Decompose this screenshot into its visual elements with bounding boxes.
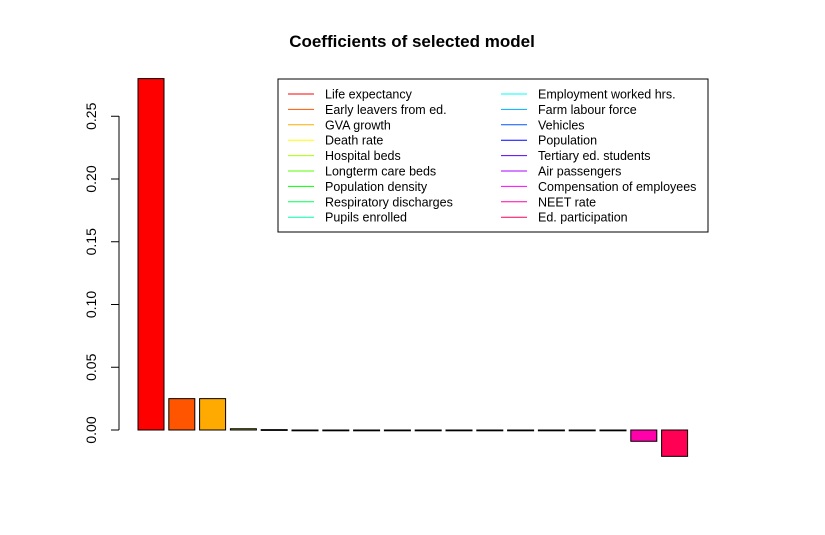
bar <box>507 429 535 432</box>
bar <box>599 429 627 432</box>
bar <box>353 429 381 432</box>
y-axis: 0.00 0.05 0.10 0.15 0.20 0.25 <box>83 102 119 444</box>
y-tick-label: 0.15 <box>83 228 99 255</box>
legend-entry: Compensation of employees <box>538 180 696 194</box>
legend-entry: Hospital beds <box>325 149 401 163</box>
legend-entry: GVA growth <box>325 118 391 132</box>
legend-entry: Population density <box>325 180 428 194</box>
bar <box>661 429 689 457</box>
legend-entry: Farm labour force <box>538 103 637 117</box>
legend-entry: Employment worked hrs. <box>538 88 676 102</box>
bar <box>383 429 411 432</box>
bar <box>137 78 165 431</box>
bar <box>630 429 658 442</box>
legend-entry: Early leavers from ed. <box>325 103 447 117</box>
bar <box>537 429 565 432</box>
chart-title: Coefficients of selected model <box>289 32 535 51</box>
y-tick-label: 0.10 <box>83 291 99 318</box>
legend-entry: Population <box>538 134 597 148</box>
legend-entry: Air passengers <box>538 165 621 179</box>
bar <box>199 398 227 431</box>
y-tick-label: 0.05 <box>83 353 99 380</box>
legend-entry: Life expectancy <box>325 88 413 102</box>
legend-entry: Pupils enrolled <box>325 211 407 225</box>
legend-box <box>277 78 709 233</box>
legend-entry: NEET rate <box>538 195 596 209</box>
legend-entry: Tertiary ed. students <box>538 149 651 163</box>
y-tick-label: 0.20 <box>83 165 99 192</box>
legend-entry: Death rate <box>325 134 383 148</box>
y-tick-label: 0.25 <box>83 102 99 129</box>
bar <box>260 429 288 431</box>
bars <box>137 78 689 457</box>
legend-entry: Longterm care beds <box>325 165 436 179</box>
legend-entry: Vehicles <box>538 118 585 132</box>
bar <box>568 429 596 432</box>
y-tick-label: 0.00 <box>83 416 99 443</box>
bar <box>414 429 442 432</box>
bar <box>229 428 257 431</box>
bar <box>322 429 350 432</box>
bar <box>445 429 473 432</box>
legend-entry: Ed. participation <box>538 211 628 225</box>
bar <box>168 398 196 431</box>
bar <box>476 429 504 432</box>
bar <box>291 429 319 432</box>
legend-entry: Respiratory discharges <box>325 195 453 209</box>
